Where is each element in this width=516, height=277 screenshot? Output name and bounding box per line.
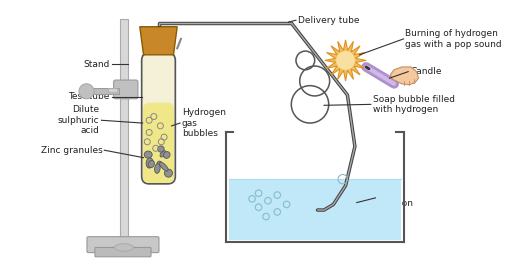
Polygon shape [391,67,418,85]
Ellipse shape [164,152,170,158]
Ellipse shape [155,164,160,173]
Ellipse shape [160,151,166,157]
Text: Stand: Stand [84,60,110,69]
Text: Burning of hydrogen
gas with a pop sound: Burning of hydrogen gas with a pop sound [406,29,502,48]
Ellipse shape [115,244,133,251]
Bar [91,88,119,94]
Circle shape [79,84,94,99]
Ellipse shape [144,151,152,158]
Text: Soap bubble filled
with hydrogen: Soap bubble filled with hydrogen [373,95,455,114]
Bar [108,88,117,92]
Text: Dilute
sulphuric
acid: Dilute sulphuric acid [58,105,100,135]
Ellipse shape [146,158,153,168]
Bar [120,19,127,242]
FancyBboxPatch shape [142,53,175,184]
Circle shape [336,51,355,70]
FancyBboxPatch shape [95,247,151,257]
Text: Hydrogen
gas
bubbles: Hydrogen gas bubbles [182,108,226,138]
Text: Test tube: Test tube [69,93,110,101]
Ellipse shape [148,160,154,168]
Text: Delivery tube: Delivery tube [298,16,359,25]
FancyBboxPatch shape [114,80,138,99]
Polygon shape [325,40,366,81]
FancyBboxPatch shape [87,237,159,253]
Ellipse shape [159,162,168,171]
FancyBboxPatch shape [143,103,174,183]
Ellipse shape [157,161,162,166]
Polygon shape [140,27,177,55]
Text: Zinc granules: Zinc granules [41,146,102,155]
Ellipse shape [165,169,172,177]
Text: Soap
solution: Soap solution [377,188,413,207]
Text: Candle: Candle [410,67,442,76]
Ellipse shape [158,146,164,152]
Bar [229,179,401,240]
